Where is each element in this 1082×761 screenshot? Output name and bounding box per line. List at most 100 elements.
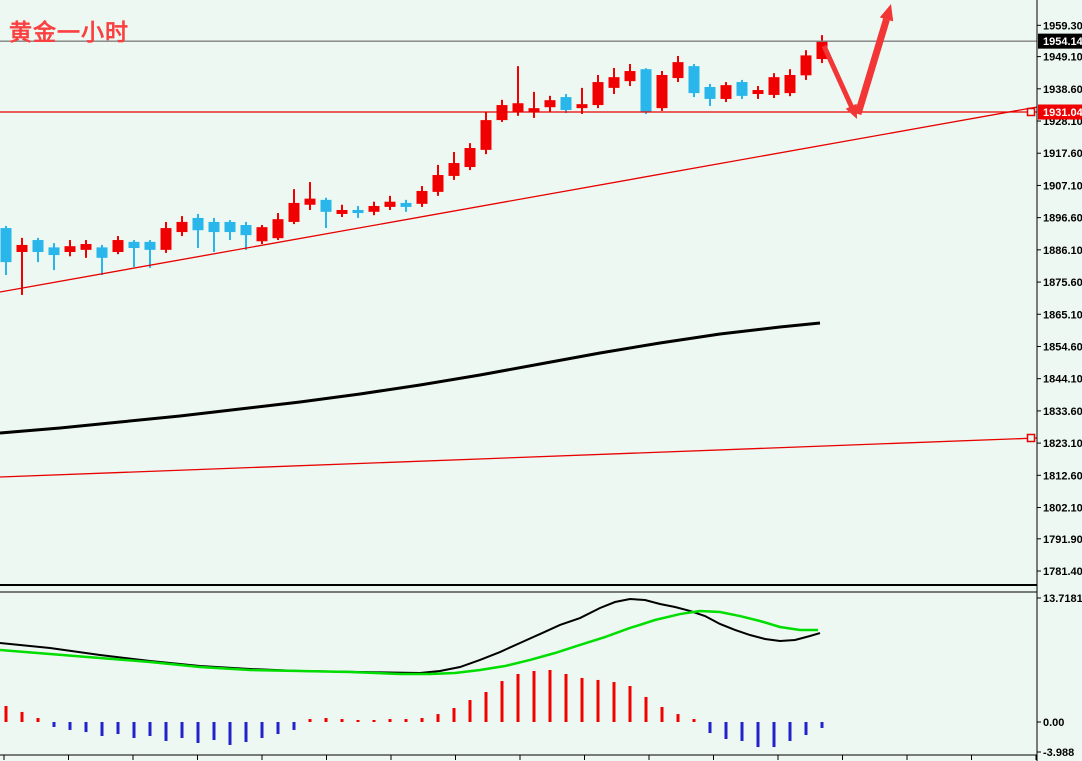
price-tick-label: 1896.60 bbox=[1043, 213, 1082, 225]
histogram-bar bbox=[580, 677, 584, 722]
candle-body bbox=[384, 201, 396, 207]
histogram-bar bbox=[324, 718, 328, 722]
candle-body bbox=[432, 175, 444, 192]
indicator-tick-label: 13.7181 bbox=[1043, 593, 1082, 605]
candle-body bbox=[64, 246, 76, 252]
ma-line[interactable] bbox=[0, 321, 821, 435]
histogram-bar bbox=[612, 682, 616, 722]
histogram-bar bbox=[756, 722, 760, 748]
histogram-bar bbox=[20, 711, 24, 722]
candle-body bbox=[160, 228, 172, 250]
histogram-bar bbox=[196, 722, 200, 743]
candle-body bbox=[560, 97, 572, 110]
candle-body bbox=[112, 240, 124, 252]
candle-body bbox=[416, 190, 428, 204]
candle-body bbox=[704, 86, 716, 99]
projection-arrow-up-shaft[interactable] bbox=[854, 18, 890, 116]
object-handle[interactable] bbox=[1026, 107, 1036, 117]
candle-body bbox=[640, 69, 652, 113]
candle-body bbox=[368, 205, 380, 212]
candle-body bbox=[672, 62, 684, 79]
candle-body bbox=[336, 209, 348, 214]
candle-body bbox=[752, 90, 764, 95]
histogram-bar bbox=[292, 722, 296, 730]
histogram-bar bbox=[52, 722, 56, 727]
candle-body bbox=[208, 221, 220, 233]
histogram-bar bbox=[660, 706, 664, 722]
histogram-bar bbox=[276, 722, 280, 735]
histogram-bar bbox=[644, 696, 648, 722]
price-tick-label: 1823.10 bbox=[1043, 438, 1082, 450]
projection-arrow-up-head[interactable] bbox=[879, 4, 894, 22]
indicator-tick-label: -3.988 bbox=[1043, 747, 1074, 759]
candle-body bbox=[240, 225, 252, 236]
histogram-bar bbox=[116, 722, 120, 735]
price-tick-label: 1812.60 bbox=[1043, 470, 1082, 482]
trendline-upper[interactable] bbox=[0, 106, 1038, 293]
alert-price-badge-text: 1931.04 bbox=[1043, 107, 1082, 119]
indicator-tick-label: 0.00 bbox=[1043, 717, 1064, 729]
object-handle[interactable] bbox=[1026, 433, 1036, 443]
histogram-bar bbox=[132, 722, 136, 739]
histogram-bar bbox=[372, 720, 376, 722]
candle-body bbox=[48, 247, 60, 256]
histogram-bar bbox=[356, 720, 360, 722]
current-price-badge bbox=[1038, 33, 1082, 49]
histogram-bar bbox=[84, 722, 88, 733]
projection-arrow-down-shaft[interactable] bbox=[821, 44, 856, 112]
candle-body bbox=[624, 71, 636, 82]
histogram-bar bbox=[228, 722, 232, 745]
trendline-lower[interactable] bbox=[0, 437, 1038, 478]
candle-body bbox=[176, 221, 188, 233]
histogram-bar bbox=[404, 719, 408, 722]
histogram-bar bbox=[36, 718, 40, 722]
candle-body bbox=[528, 108, 540, 113]
histogram-bar bbox=[100, 722, 104, 737]
candle-body bbox=[736, 82, 748, 96]
candle-body bbox=[96, 247, 108, 258]
histogram-bar bbox=[724, 722, 728, 739]
histogram-bar bbox=[820, 722, 824, 728]
histogram-bar bbox=[804, 722, 808, 736]
price-tick-label: 1854.60 bbox=[1043, 341, 1082, 353]
histogram-bar bbox=[708, 722, 712, 734]
histogram-bar bbox=[676, 714, 680, 722]
histogram-bar bbox=[564, 673, 568, 722]
histogram-bar bbox=[212, 722, 216, 740]
price-tick-label: 1865.10 bbox=[1043, 309, 1082, 321]
candle-body bbox=[544, 100, 556, 108]
histogram-bar bbox=[340, 719, 344, 722]
candle-body bbox=[144, 241, 156, 250]
histogram-bar bbox=[308, 719, 312, 722]
price-tick-label: 1886.10 bbox=[1043, 245, 1082, 257]
projection-arrow-down-head[interactable] bbox=[845, 103, 857, 119]
histogram-bar bbox=[68, 722, 72, 730]
histogram-bar bbox=[772, 722, 776, 748]
candle-body bbox=[192, 217, 204, 231]
alert-price-badge bbox=[1038, 104, 1082, 120]
histogram-bar bbox=[484, 691, 488, 722]
candle-body bbox=[464, 148, 476, 168]
candle-body bbox=[448, 163, 460, 176]
candle-body bbox=[784, 75, 796, 94]
histogram-bar bbox=[180, 722, 184, 739]
price-tick-label: 1802.10 bbox=[1043, 503, 1082, 515]
price-tick-label: 1781.40 bbox=[1043, 566, 1082, 578]
histogram-bar bbox=[788, 722, 792, 741]
candle-body bbox=[480, 120, 492, 150]
price-tick-label: 1917.60 bbox=[1043, 148, 1082, 160]
candle-body bbox=[688, 66, 700, 94]
candle-body bbox=[224, 221, 236, 233]
candle-body bbox=[272, 219, 284, 239]
histogram-bar bbox=[260, 722, 264, 739]
histogram-bar bbox=[532, 671, 536, 722]
price-tick-label: 1875.60 bbox=[1043, 277, 1082, 289]
price-tick-label: 1938.60 bbox=[1043, 84, 1082, 96]
price-tick-label: 1907.10 bbox=[1043, 180, 1082, 192]
candle-body bbox=[128, 241, 140, 249]
candle-body bbox=[512, 103, 524, 113]
candle-body bbox=[304, 198, 316, 205]
histogram-bar bbox=[692, 719, 696, 722]
